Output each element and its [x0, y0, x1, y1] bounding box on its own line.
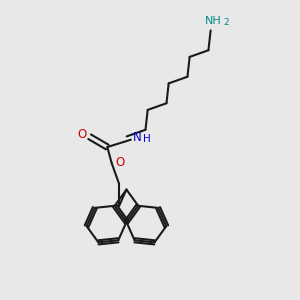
Text: 2: 2 — [223, 18, 229, 27]
Text: O: O — [78, 128, 87, 142]
Text: N: N — [133, 131, 142, 144]
Text: O: O — [115, 156, 124, 169]
Text: NH: NH — [205, 16, 222, 26]
Text: H: H — [143, 134, 151, 144]
